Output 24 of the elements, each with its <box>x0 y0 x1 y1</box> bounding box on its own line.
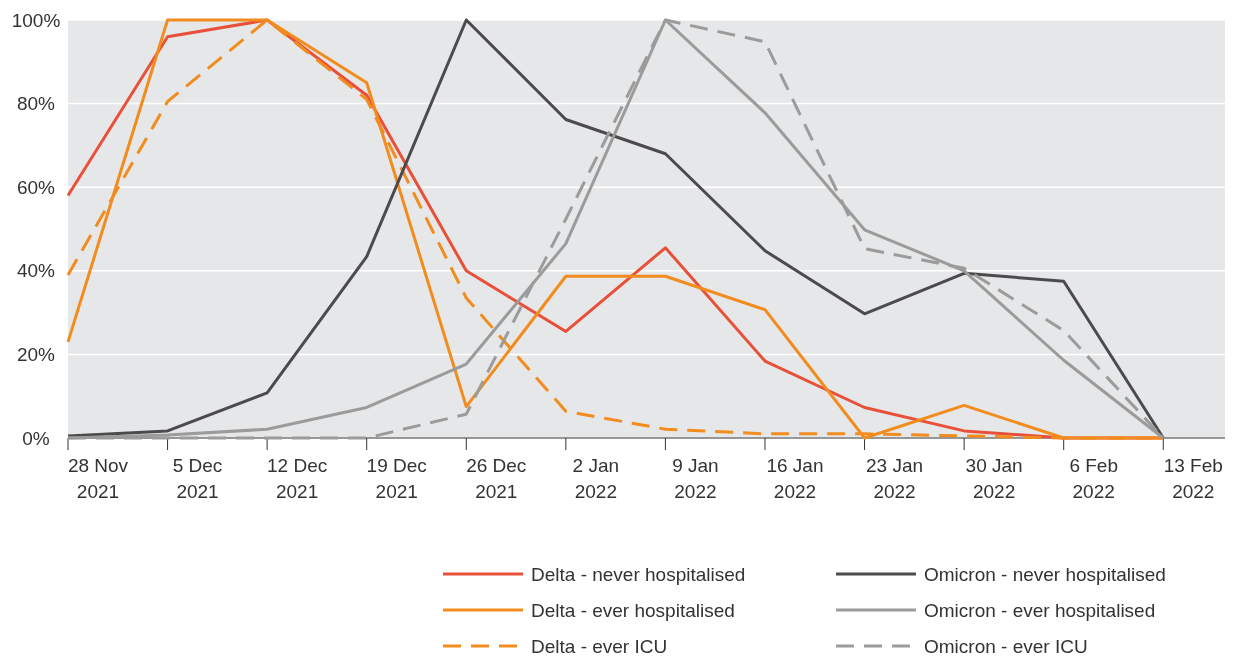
y-tick-label: 80% <box>16 93 56 115</box>
x-tick-label: 19 Dec 2021 <box>366 455 427 502</box>
legend-label: Delta - ever ICU <box>531 635 668 657</box>
x-tick-label: 2 Jan 2022 <box>572 455 620 502</box>
x-tick-label: 9 Jan 2022 <box>672 455 719 502</box>
x-tick-label: 23 Jan 2022 <box>866 455 924 502</box>
legend-label: Omicron - ever ICU <box>924 635 1088 657</box>
x-tick-label: 6 Feb 2022 <box>1069 455 1118 502</box>
x-tick-label: 28 Nov 2021 <box>67 455 129 502</box>
x-tick-label: 26 Dec 2021 <box>466 455 527 502</box>
x-tick-label: 30 Jan 2022 <box>965 455 1023 502</box>
legend-label: Delta - ever hospitalised <box>531 599 735 621</box>
legend-label: Omicron - ever hospitalised <box>924 599 1156 621</box>
x-tick-label: 5 Dec 2021 <box>172 455 223 502</box>
y-tick-label: 40% <box>16 260 56 282</box>
y-tick-label: 100% <box>11 9 61 31</box>
x-tick-label: 16 Jan 2022 <box>766 455 824 502</box>
legend-label: Delta - never hospitalised <box>531 563 746 585</box>
legend-label: Omicron - never hospitalised <box>924 563 1166 585</box>
y-tick-label: 0% <box>22 427 50 449</box>
x-tick-label: 12 Dec 2021 <box>267 455 328 502</box>
y-tick-label: 20% <box>16 344 56 366</box>
y-tick-label: 60% <box>16 176 56 198</box>
x-tick-label: 13 Feb 2022 <box>1163 455 1223 502</box>
